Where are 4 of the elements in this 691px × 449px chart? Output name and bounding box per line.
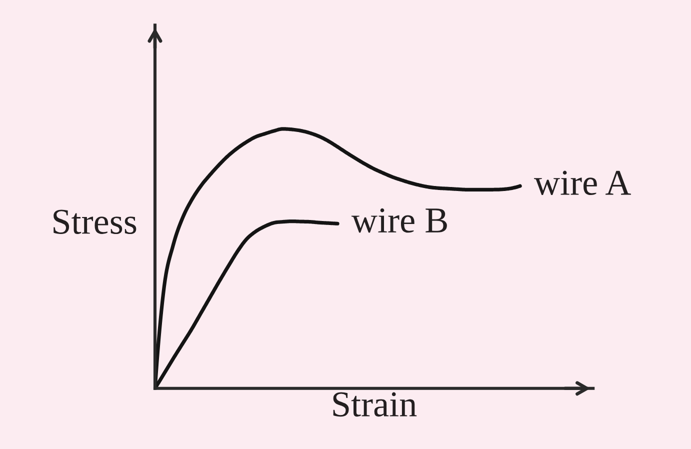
y-axis-title: Stress bbox=[54, 210, 136, 234]
x-axis-title: Strain bbox=[333, 392, 417, 417]
series-label: wire B bbox=[351, 208, 447, 233]
series-label: wire A bbox=[534, 170, 631, 196]
